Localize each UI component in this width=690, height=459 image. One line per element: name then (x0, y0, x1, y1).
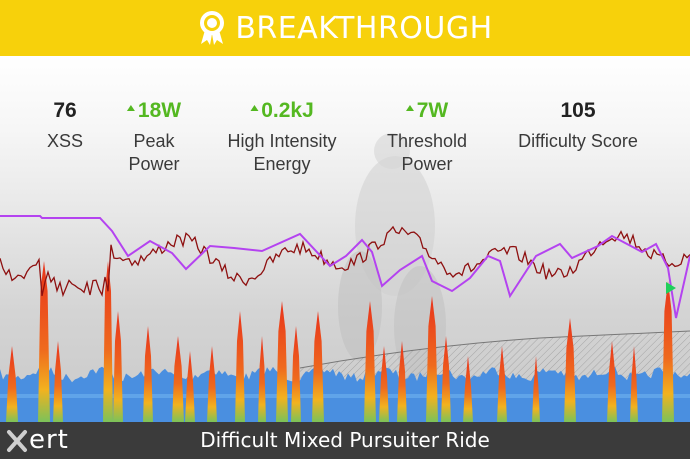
effort-spike (630, 346, 638, 422)
metric-value: 105 (560, 99, 596, 122)
metric-threshold-power: 7W Threshold Power (387, 98, 467, 176)
metric-value: 0.2kJ (227, 98, 336, 124)
ride-title: Difficult Mixed Pursuiter Ride (200, 428, 490, 452)
mpa-line (0, 215, 690, 319)
effort-spike (497, 346, 507, 422)
effort-spike (276, 301, 288, 422)
effort-spike (172, 336, 184, 422)
trend-up-icon (126, 105, 135, 112)
effort-spike (113, 311, 123, 422)
metric-label: Difficulty Score (518, 131, 638, 151)
breakthrough-marker (666, 282, 676, 294)
effort-spike (6, 346, 18, 422)
trend-up-icon (405, 105, 414, 112)
metric-value: 18W (126, 98, 181, 124)
effort-spike (364, 301, 376, 422)
activity-panel: 76 XSS 18W Peak Power 0.2kJ High Intensit… (0, 56, 690, 422)
power-base-stripe (0, 394, 690, 398)
effort-spike (441, 336, 451, 422)
effort-spike (207, 346, 217, 422)
effort-spike (379, 346, 389, 422)
effort-spike (312, 311, 324, 422)
effort-spike (426, 296, 438, 422)
effort-spike (662, 281, 674, 422)
effort-spike (143, 326, 153, 422)
heart-rate-line (0, 225, 690, 298)
metric-label: Peak Power (128, 131, 180, 174)
effort-spike (235, 311, 245, 422)
effort-spike (53, 341, 63, 422)
effort-spike (258, 336, 266, 422)
metric-value: 76 (53, 99, 77, 122)
metric-difficulty-score: 105 Difficulty Score (518, 98, 638, 153)
power-efforts (6, 261, 674, 422)
effort-spike (532, 356, 540, 422)
metric-label: Threshold Power (386, 131, 468, 174)
ride-power-chart (0, 215, 690, 422)
effort-spike (38, 261, 50, 422)
metric-label: XSS (46, 131, 84, 151)
effort-spike (397, 341, 407, 422)
effort-spike (463, 356, 473, 422)
effort-spike (291, 326, 301, 422)
logo-text: ert (29, 425, 69, 455)
effort-spike (607, 341, 617, 422)
metric-peak-power: 18W Peak Power (126, 98, 181, 176)
metric-high-intensity-energy: 0.2kJ High Intensity Energy (227, 98, 336, 176)
breakthrough-banner: BREAKTHROUGH (0, 0, 690, 56)
metric-label: High Intensity Energy (227, 131, 337, 174)
banner-title: BREAKTHROUGH (235, 10, 493, 46)
metric-xss: 76 XSS (47, 98, 83, 153)
xert-logo: ert (6, 425, 69, 456)
footer-bar: ert Difficult Mixed Pursuiter Ride (0, 422, 690, 459)
effort-spike (103, 261, 113, 422)
award-medal-icon (200, 11, 225, 45)
xert-x-logo-icon (7, 429, 27, 452)
power-base-area (0, 366, 690, 422)
effort-spike (564, 318, 576, 422)
effort-spike (185, 351, 195, 422)
trend-up-icon (250, 105, 259, 112)
metric-value: 7W (387, 98, 467, 124)
